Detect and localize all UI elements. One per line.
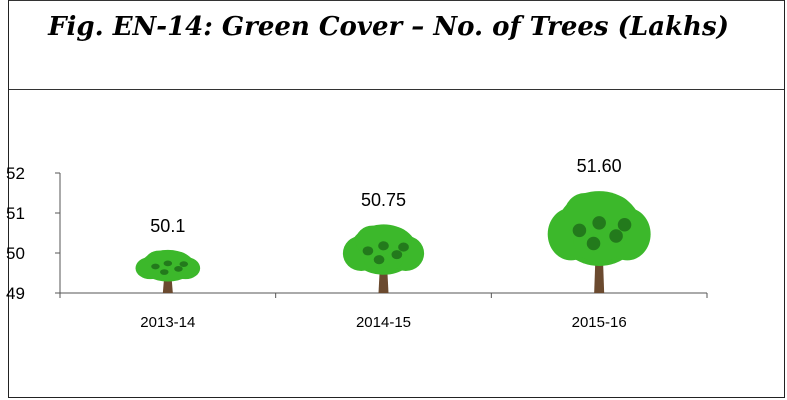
tree-shade bbox=[391, 250, 403, 260]
tree-shade bbox=[373, 255, 385, 265]
tree-shade bbox=[378, 241, 389, 251]
tree-icon bbox=[342, 224, 425, 293]
tree-shade bbox=[362, 246, 374, 256]
y-tick-label: 52 bbox=[6, 164, 25, 183]
tree-icon bbox=[547, 191, 651, 293]
tree-shade bbox=[163, 260, 173, 267]
tree-shade bbox=[179, 261, 189, 267]
y-tick-label: 51 bbox=[6, 204, 25, 223]
tree-shade bbox=[174, 266, 183, 272]
chart-title: Fig. EN-14: Green Cover – No. of Trees (… bbox=[48, 12, 729, 42]
tree-shade bbox=[609, 229, 623, 243]
x-tick-label: 2015-16 bbox=[572, 314, 627, 331]
tree-shade bbox=[586, 236, 601, 251]
tree-icon bbox=[135, 249, 201, 293]
x-tick-label: 2014-15 bbox=[356, 314, 411, 331]
y-tick-label: 49 bbox=[6, 284, 25, 303]
tree-shade bbox=[592, 216, 606, 230]
data-label: 50.1 bbox=[150, 216, 185, 236]
tree-shade bbox=[160, 269, 169, 275]
tree-shade bbox=[398, 242, 409, 252]
y-tick-label: 50 bbox=[6, 244, 25, 263]
tree-shade bbox=[151, 263, 160, 270]
tree-shade bbox=[617, 218, 632, 232]
x-tick-label: 2013-14 bbox=[140, 314, 195, 331]
data-label: 51.60 bbox=[577, 156, 622, 176]
tree-shade bbox=[572, 223, 587, 238]
data-label: 50.75 bbox=[361, 190, 406, 210]
chart-frame bbox=[8, 0, 785, 398]
